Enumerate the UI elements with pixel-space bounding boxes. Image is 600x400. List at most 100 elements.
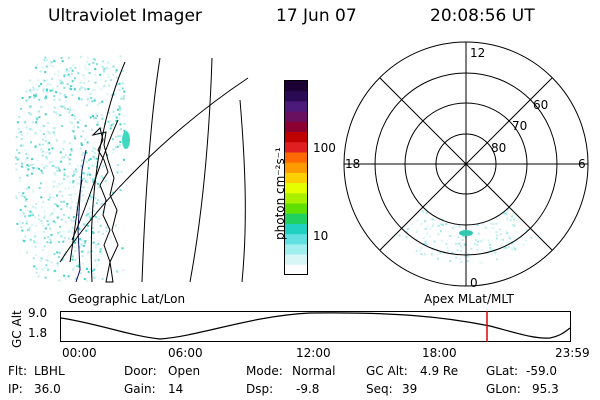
- emission-pixel: [79, 81, 82, 84]
- emission-pixel: [109, 127, 112, 130]
- colorbar-band: [285, 101, 307, 113]
- emission-pixel: [53, 133, 56, 136]
- emission-pixel: [22, 239, 24, 242]
- emission-pixel: [50, 233, 53, 236]
- colorbar-band: [285, 121, 307, 133]
- emission-pixel: [96, 157, 99, 160]
- emission-pixel: [82, 244, 85, 247]
- emission-pixel: [94, 67, 97, 70]
- emission-pixel: [61, 156, 64, 159]
- emission-pixel: [451, 251, 454, 254]
- emission-pixel: [510, 240, 513, 243]
- emission-pixel: [34, 235, 37, 238]
- aurora-spot: [122, 131, 130, 149]
- emission-pixel: [436, 250, 439, 253]
- emission-pixel: [28, 227, 31, 229]
- longitude-line: [141, 57, 161, 283]
- emission-pixel: [51, 87, 54, 90]
- emission-pixel: [88, 63, 91, 66]
- emission-pixel: [110, 79, 113, 82]
- emission-pixel: [63, 172, 66, 175]
- emission-pixel: [101, 65, 104, 68]
- emission-pixel: [42, 230, 45, 233]
- emission-pixel: [20, 138, 23, 140]
- polar-plot: [343, 41, 589, 287]
- emission-pixel: [91, 231, 94, 233]
- emission-pixel: [416, 231, 418, 233]
- emission-pixel: [119, 109, 122, 112]
- emission-pixel: [101, 114, 104, 117]
- emission-pixel: [116, 83, 119, 86]
- emission-pixel: [80, 239, 83, 242]
- emission-pixel: [51, 61, 54, 63]
- emission-pixel: [70, 193, 73, 196]
- emission-pixel: [29, 214, 32, 217]
- mlat-label-60: 60: [533, 98, 549, 112]
- colorbar-band: [285, 91, 307, 102]
- emission-pixel: [476, 249, 479, 252]
- emission-pixel: [46, 259, 49, 262]
- emission-pixel: [105, 230, 108, 232]
- emission-pixel: [39, 182, 42, 185]
- emission-pixel: [76, 121, 79, 124]
- emission-pixel: [82, 194, 84, 197]
- time-tick-2359: 23:59: [555, 346, 590, 360]
- emission-pixel: [49, 144, 52, 146]
- emission-pixel: [33, 241, 36, 244]
- emission-pixel: [495, 231, 498, 234]
- emission-pixel: [424, 207, 427, 210]
- emission-pixel: [91, 250, 93, 253]
- emission-pixel: [94, 81, 97, 84]
- emission-pixel: [116, 270, 119, 273]
- ip-value: 36.0: [34, 382, 61, 396]
- emission-pixel: [46, 267, 49, 270]
- emission-pixel: [77, 260, 80, 263]
- emission-pixel: [35, 167, 38, 170]
- emission-pixel: [122, 95, 125, 98]
- emission-pixel: [35, 123, 38, 126]
- emission-pixel: [72, 180, 75, 183]
- date-label: 17 Jun 07: [276, 6, 357, 26]
- emission-pixel: [93, 204, 95, 207]
- emission-pixel: [95, 202, 98, 205]
- emission-pixel: [118, 144, 121, 147]
- emission-pixel: [506, 208, 509, 211]
- emission-pixel: [63, 174, 66, 176]
- emission-pixel: [21, 211, 24, 213]
- emission-pixel: [64, 75, 67, 77]
- emission-pixel: [424, 220, 426, 223]
- emission-pixel: [96, 123, 99, 126]
- emission-pixel: [115, 116, 118, 119]
- emission-pixel: [35, 121, 38, 124]
- instrument-title: Ultraviolet Imager: [48, 6, 202, 26]
- colorbar-band: [285, 172, 307, 184]
- emission-pixel: [120, 170, 123, 173]
- emission-pixel: [95, 63, 98, 66]
- emission-pixel: [85, 160, 88, 163]
- emission-pixel: [97, 231, 100, 233]
- emission-pixel: [81, 153, 83, 156]
- emission-pixel: [72, 216, 75, 219]
- emission-pixel: [116, 164, 119, 166]
- emission-pixel: [23, 196, 26, 199]
- emission-pixel: [53, 172, 56, 175]
- emission-pixel: [84, 138, 87, 141]
- altitude-ytick-1-8: 1.8: [28, 326, 48, 340]
- emission-pixel: [80, 190, 83, 193]
- emission-pixel: [41, 125, 44, 128]
- emission-pixel: [103, 70, 106, 73]
- emission-pixel: [424, 240, 427, 243]
- emission-pixel: [100, 202, 103, 205]
- emission-pixel: [64, 236, 67, 239]
- emission-pixel: [68, 111, 71, 114]
- emission-pixel: [93, 99, 96, 102]
- emission-pixel: [451, 227, 454, 230]
- emission-pixel: [495, 222, 498, 225]
- emission-pixel: [15, 197, 18, 200]
- emission-pixel: [467, 260, 469, 263]
- emission-pixel: [68, 187, 71, 190]
- emission-pixel: [92, 115, 94, 118]
- emission-pixel: [35, 203, 38, 205]
- emission-pixel: [84, 66, 87, 69]
- mlt-label-18: 18: [345, 157, 361, 171]
